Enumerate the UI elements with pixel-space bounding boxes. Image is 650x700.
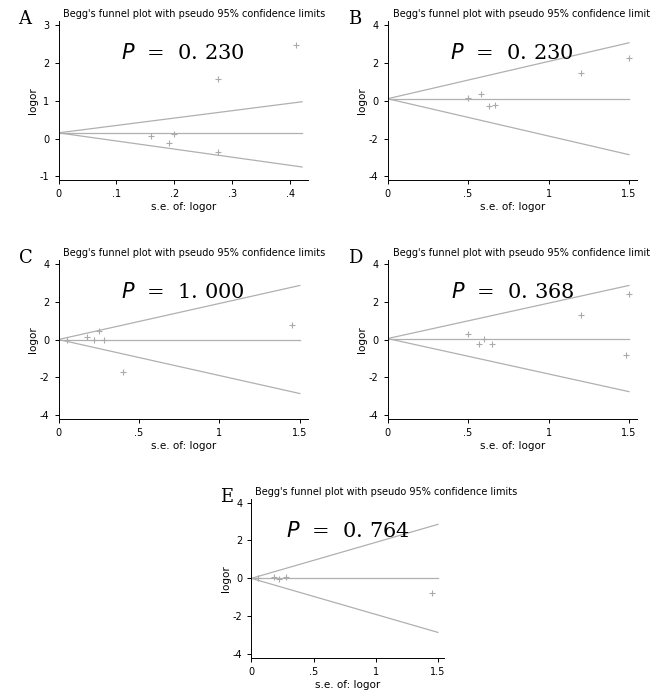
X-axis label: s.e. of: logor: s.e. of: logor <box>151 441 216 451</box>
Text: $\mathit{P}$  =  0. 368: $\mathit{P}$ = 0. 368 <box>450 281 574 302</box>
Y-axis label: logor: logor <box>29 88 38 114</box>
Text: A: A <box>19 10 32 28</box>
Text: Begg's funnel plot with pseudo 95% confidence limits: Begg's funnel plot with pseudo 95% confi… <box>393 9 650 19</box>
Text: B: B <box>348 10 361 28</box>
Text: Begg's funnel plot with pseudo 95% confidence limits: Begg's funnel plot with pseudo 95% confi… <box>64 9 326 19</box>
Y-axis label: logor: logor <box>358 88 367 114</box>
Text: Begg's funnel plot with pseudo 95% confidence limits: Begg's funnel plot with pseudo 95% confi… <box>393 248 650 258</box>
Y-axis label: logor: logor <box>29 326 38 353</box>
Text: Begg's funnel plot with pseudo 95% confidence limits: Begg's funnel plot with pseudo 95% confi… <box>64 248 326 258</box>
X-axis label: s.e. of: logor: s.e. of: logor <box>151 202 216 212</box>
Text: $\mathit{P}$  =  0. 230: $\mathit{P}$ = 0. 230 <box>122 43 245 63</box>
Text: Begg's funnel plot with pseudo 95% confidence limits: Begg's funnel plot with pseudo 95% confi… <box>255 486 517 496</box>
Text: $\mathit{P}$  =  0. 230: $\mathit{P}$ = 0. 230 <box>450 43 574 63</box>
Text: $\mathit{P}$  =  1. 000: $\mathit{P}$ = 1. 000 <box>122 281 245 302</box>
Y-axis label: logor: logor <box>358 326 367 353</box>
Text: C: C <box>19 248 32 267</box>
Text: $\mathit{P}$  =  0. 764: $\mathit{P}$ = 0. 764 <box>286 521 410 540</box>
Text: D: D <box>348 248 362 267</box>
X-axis label: s.e. of: logor: s.e. of: logor <box>480 441 545 451</box>
Y-axis label: logor: logor <box>221 565 231 592</box>
Text: E: E <box>220 488 233 505</box>
X-axis label: s.e. of: logor: s.e. of: logor <box>315 680 380 689</box>
X-axis label: s.e. of: logor: s.e. of: logor <box>480 202 545 212</box>
